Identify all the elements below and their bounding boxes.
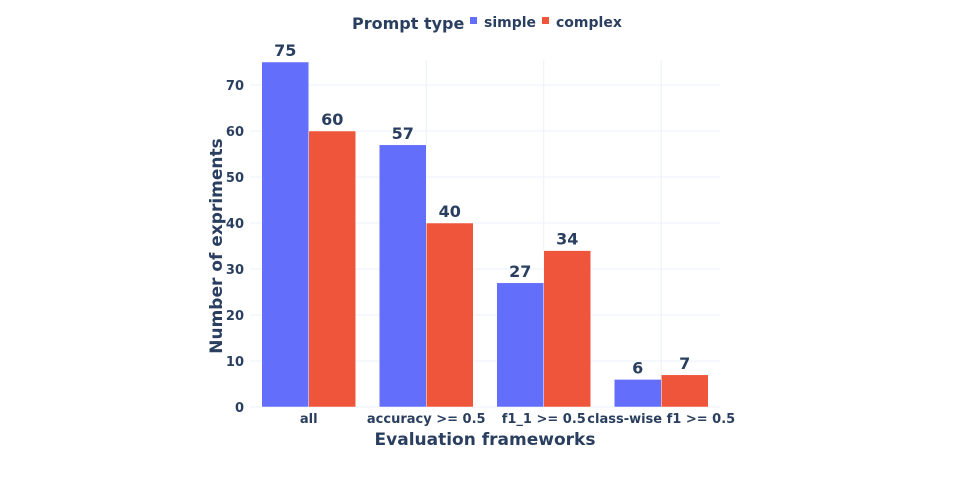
y-tick-label: 50 (226, 171, 244, 186)
bar-value-label: 6 (632, 358, 643, 377)
bar-complex[interactable] (543, 250, 591, 408)
bar-complex[interactable] (426, 222, 474, 408)
y-tick-label: 30 (226, 263, 244, 278)
y-axis-ticks: 0 10 20 30 40 50 60 70 (226, 79, 244, 416)
y-tick-label: 20 (226, 309, 244, 324)
y-tick-label: 60 (226, 125, 244, 140)
legend-title: Prompt type (352, 14, 464, 33)
bar-value-label: 34 (556, 230, 578, 249)
bar-value-label: 60 (321, 110, 343, 129)
x-tick-label: all (300, 412, 318, 427)
bar-simple[interactable] (614, 379, 662, 408)
bar-value-label: 57 (392, 124, 414, 143)
bar-value-label: 75 (274, 41, 296, 60)
bar-simple[interactable] (496, 282, 544, 408)
y-tick-label: 40 (226, 217, 244, 232)
legend-item-complex[interactable]: complex (556, 15, 622, 31)
bar-simple[interactable] (379, 144, 427, 408)
bar-simple[interactable] (261, 61, 309, 408)
bar-value-label: 40 (439, 202, 461, 221)
bar-complex[interactable] (308, 130, 356, 408)
legend-swatch-simple[interactable] (470, 17, 477, 24)
x-tick-label: accuracy >= 0.5 (367, 412, 486, 427)
bar-value-label: 7 (679, 354, 690, 373)
bar-complex[interactable] (661, 374, 709, 408)
legend-item-simple[interactable]: simple (484, 15, 536, 31)
y-tick-label: 70 (226, 79, 244, 94)
bar-value-label: 27 (509, 262, 531, 281)
x-tick-label: f1_1 >= 0.5 (502, 412, 586, 427)
bars: 75 60 57 40 27 34 6 7 (261, 41, 709, 408)
x-axis-ticks: all accuracy >= 0.5 f1_1 >= 0.5 class-wise … (300, 412, 735, 427)
x-axis-label: Evaluation frameworks (375, 430, 596, 450)
y-axis-label: Number of expriments (207, 138, 227, 354)
y-tick-label: 10 (226, 355, 244, 370)
x-tick-label: class-wise f1 >= 0.5 (587, 412, 735, 427)
y-tick-label: 0 (235, 401, 244, 416)
legend-swatch-complex[interactable] (542, 17, 549, 24)
legend: Prompt type simple complex (352, 14, 622, 33)
